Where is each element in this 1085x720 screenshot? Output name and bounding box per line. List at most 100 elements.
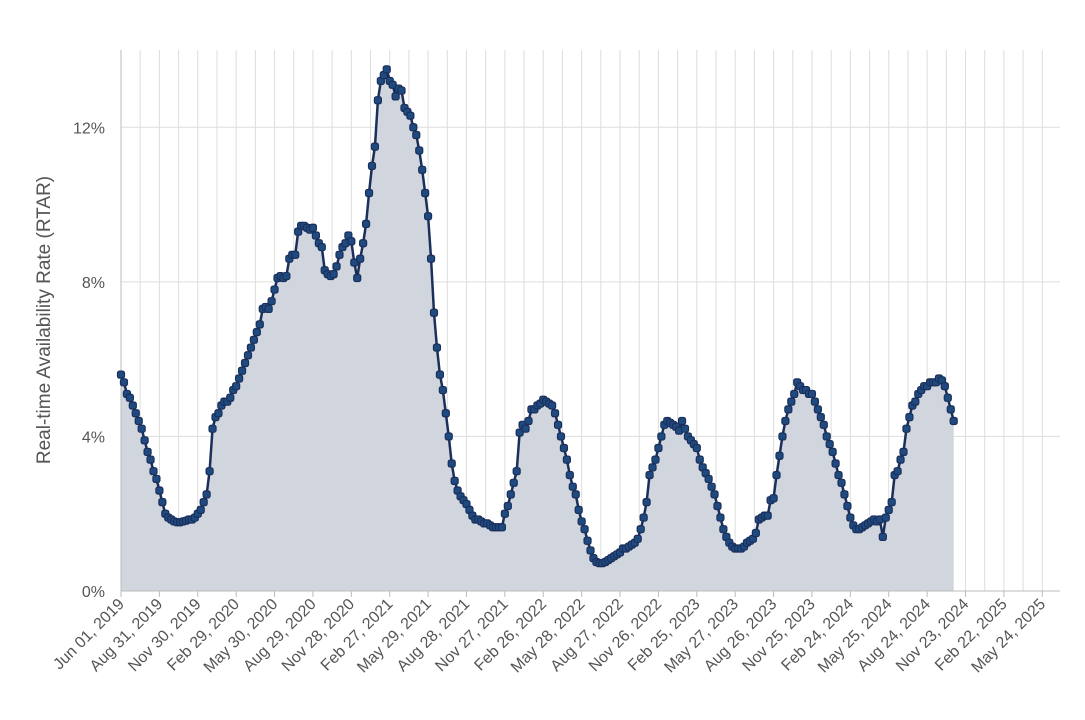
data-point <box>497 523 507 532</box>
data-point <box>769 494 778 503</box>
data-point <box>677 416 687 426</box>
data-point <box>205 467 214 476</box>
data-point <box>447 459 456 468</box>
data-point <box>356 254 365 263</box>
data-point <box>432 343 442 352</box>
data-point <box>332 262 341 271</box>
data-point <box>391 92 400 101</box>
data-point <box>158 498 167 507</box>
data-point <box>137 424 146 433</box>
data-point <box>155 486 164 495</box>
data-point <box>719 525 728 534</box>
data-point <box>373 96 382 105</box>
data-point <box>651 455 660 464</box>
data-point <box>911 397 920 406</box>
data-point <box>562 455 571 464</box>
data-point <box>680 424 690 433</box>
data-point <box>654 443 663 453</box>
data-point <box>837 478 846 487</box>
data-point <box>548 401 557 410</box>
data-point <box>577 517 586 526</box>
data-point <box>571 490 580 499</box>
data-point <box>713 501 722 511</box>
data-point <box>881 513 890 522</box>
data-point <box>899 447 908 456</box>
data-point <box>249 335 258 344</box>
data-point <box>406 111 415 120</box>
data-point <box>143 447 152 456</box>
data-point <box>556 432 566 441</box>
data-point <box>763 511 772 520</box>
data-point <box>509 478 518 487</box>
data-point <box>512 467 521 476</box>
data-point <box>834 470 843 480</box>
data-point <box>524 416 533 426</box>
data-point <box>893 467 902 476</box>
data-point <box>361 219 371 228</box>
data-point <box>695 455 704 464</box>
data-point <box>896 455 905 464</box>
data-point <box>946 405 955 414</box>
data-point <box>568 482 577 491</box>
y-tick-label: 12% <box>73 120 105 137</box>
data-point <box>226 393 235 402</box>
area-fill-layer <box>121 69 954 592</box>
y-tick-label: 8% <box>82 275 105 292</box>
data-point <box>317 242 326 252</box>
data-point <box>825 440 834 449</box>
data-point <box>116 370 126 379</box>
data-point <box>772 470 781 480</box>
data-point <box>426 254 436 263</box>
data-point <box>267 297 276 306</box>
data-point <box>583 536 592 545</box>
data-point <box>781 416 790 426</box>
data-point <box>240 358 250 368</box>
data-point <box>822 432 831 441</box>
data-point <box>429 308 439 317</box>
data-point <box>586 546 595 555</box>
data-point <box>775 451 784 460</box>
data-point <box>503 501 512 511</box>
data-point <box>840 490 849 499</box>
data-point <box>828 447 837 456</box>
data-point <box>521 424 530 433</box>
data-point <box>359 239 368 248</box>
data-point <box>444 432 453 441</box>
data-point <box>246 343 256 352</box>
data-point <box>214 409 223 418</box>
data-point <box>232 382 241 391</box>
data-point <box>565 470 574 480</box>
data-point <box>415 146 424 155</box>
data-point <box>397 86 406 95</box>
data-point <box>550 409 560 418</box>
data-point <box>255 320 264 329</box>
data-point <box>716 513 725 522</box>
data-point <box>208 424 217 433</box>
data-point <box>580 525 589 534</box>
data-point <box>409 123 418 132</box>
data-point <box>633 534 642 543</box>
data-point <box>196 505 205 514</box>
data-point <box>412 130 421 140</box>
y-tick-label: 0% <box>82 584 105 601</box>
data-point <box>235 374 244 383</box>
data-point <box>418 165 427 174</box>
data-point <box>450 476 459 485</box>
data-point <box>152 474 161 484</box>
data-point <box>128 401 137 410</box>
data-point <box>252 327 261 337</box>
data-point <box>559 443 569 453</box>
data-point <box>751 528 760 538</box>
data-point <box>500 509 509 518</box>
y-tick-label: 4% <box>82 429 105 446</box>
data-point <box>329 270 338 279</box>
data-point <box>353 273 362 283</box>
data-point <box>843 501 852 511</box>
data-point <box>949 416 958 426</box>
data-point <box>125 393 134 402</box>
data-point <box>199 498 208 507</box>
data-point <box>819 420 828 429</box>
data-point <box>435 370 445 379</box>
data-point <box>270 285 279 294</box>
